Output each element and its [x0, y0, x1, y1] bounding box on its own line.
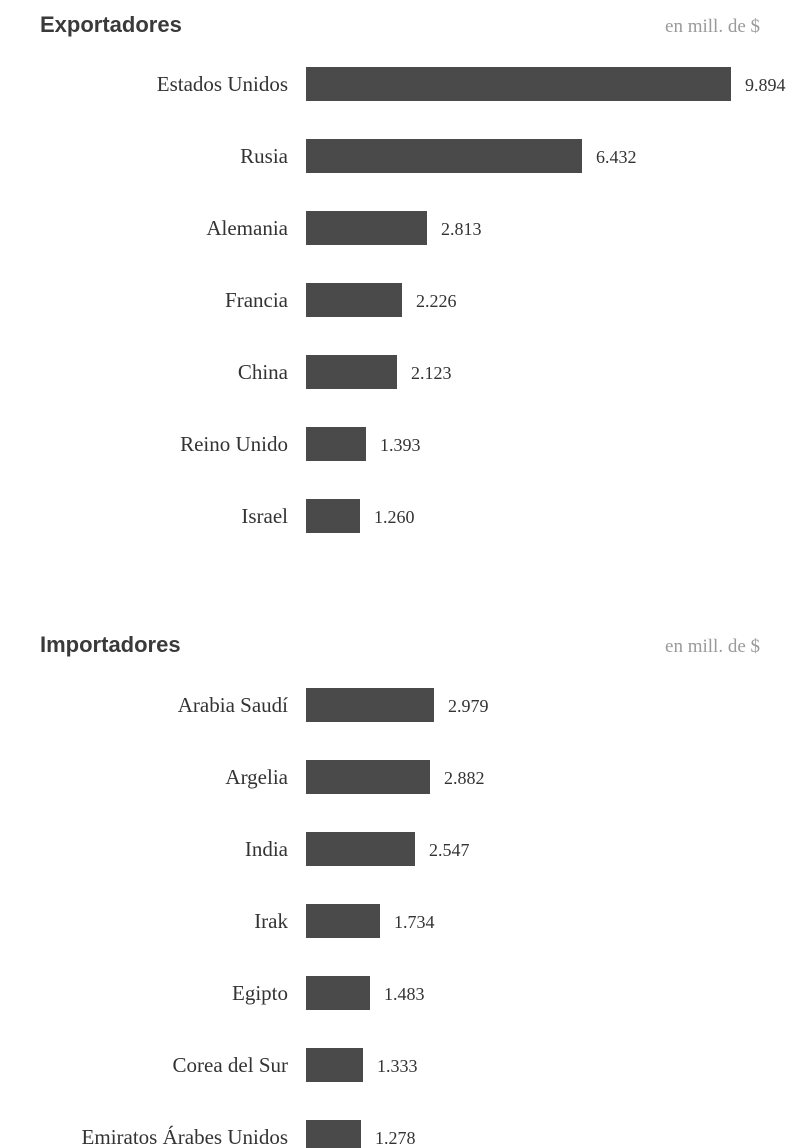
- chart-1-bar-5: [306, 1048, 363, 1082]
- chart-1-value-label-6: 1.278: [375, 1128, 416, 1148]
- chart-1-bar-3: [306, 904, 380, 938]
- chart-0-value-label-6: 1.260: [374, 507, 415, 527]
- chart-0-value-label-3: 2.226: [416, 291, 457, 311]
- chart-0-bar-0: [306, 67, 731, 101]
- chart-1-bar-6: [306, 1120, 361, 1148]
- chart-1-bar-2: [306, 832, 415, 866]
- chart-1-unit-label: en mill. de $: [665, 636, 760, 657]
- chart-1-value-label-1: 2.882: [444, 768, 485, 788]
- chart-0-value-label-1: 6.432: [596, 147, 637, 167]
- chart-1-category-label-3: Irak: [254, 909, 288, 933]
- chart-1-category-label-1: Argelia: [225, 765, 288, 789]
- chart-1-category-label-0: Arabia Saudí: [178, 693, 288, 717]
- chart-0-category-label-6: Israel: [241, 504, 288, 528]
- chart-0-bar-2: [306, 211, 427, 245]
- chart-1-category-label-4: Egipto: [232, 981, 288, 1005]
- chart-0-category-label-1: Rusia: [240, 144, 289, 168]
- chart-1-value-label-3: 1.734: [394, 912, 435, 932]
- chart-1-title: Importadores: [40, 632, 181, 657]
- chart-1-category-label-2: India: [245, 837, 289, 861]
- chart-0-title: Exportadores: [40, 12, 182, 37]
- chart-0-group: Exportadores en mill. de $ Estados Unidos 9…: [40, 12, 786, 533]
- chart-1-category-label-6: Emiratos Árabes Unidos: [82, 1125, 288, 1148]
- chart-0-bar-5: [306, 427, 366, 461]
- chart-0-bar-4: [306, 355, 397, 389]
- chart-0-value-label-5: 1.393: [380, 435, 421, 455]
- chart-1-value-label-0: 2.979: [448, 696, 489, 716]
- chart-1-value-label-5: 1.333: [377, 1056, 418, 1076]
- chart-0-unit-label: en mill. de $: [665, 16, 760, 37]
- chart-0-category-label-4: China: [238, 360, 289, 384]
- chart-0-category-label-5: Reino Unido: [180, 432, 288, 456]
- chart-0-bar-3: [306, 283, 402, 317]
- chart-0-category-label-2: Alemania: [206, 216, 288, 240]
- chart-0-category-label-3: Francia: [225, 288, 289, 312]
- chart-0-bar-6: [306, 499, 360, 533]
- chart-1-bar-4: [306, 976, 370, 1010]
- chart-1-group: Importadores en mill. de $ Arabia Saudí 2.9…: [40, 632, 760, 1148]
- chart-1-value-label-2: 2.547: [429, 840, 470, 860]
- chart-1-bar-0: [306, 688, 434, 722]
- chart-0-value-label-4: 2.123: [411, 363, 452, 383]
- chart-0-value-label-0: 9.894: [745, 75, 786, 95]
- chart-0-category-label-0: Estados Unidos: [157, 72, 288, 96]
- chart-1-bar-1: [306, 760, 430, 794]
- chart-1-category-label-5: Corea del Sur: [173, 1053, 288, 1077]
- chart-0-bar-1: [306, 139, 582, 173]
- chart-0-value-label-2: 2.813: [441, 219, 482, 239]
- chart-1-value-label-4: 1.483: [384, 984, 425, 1004]
